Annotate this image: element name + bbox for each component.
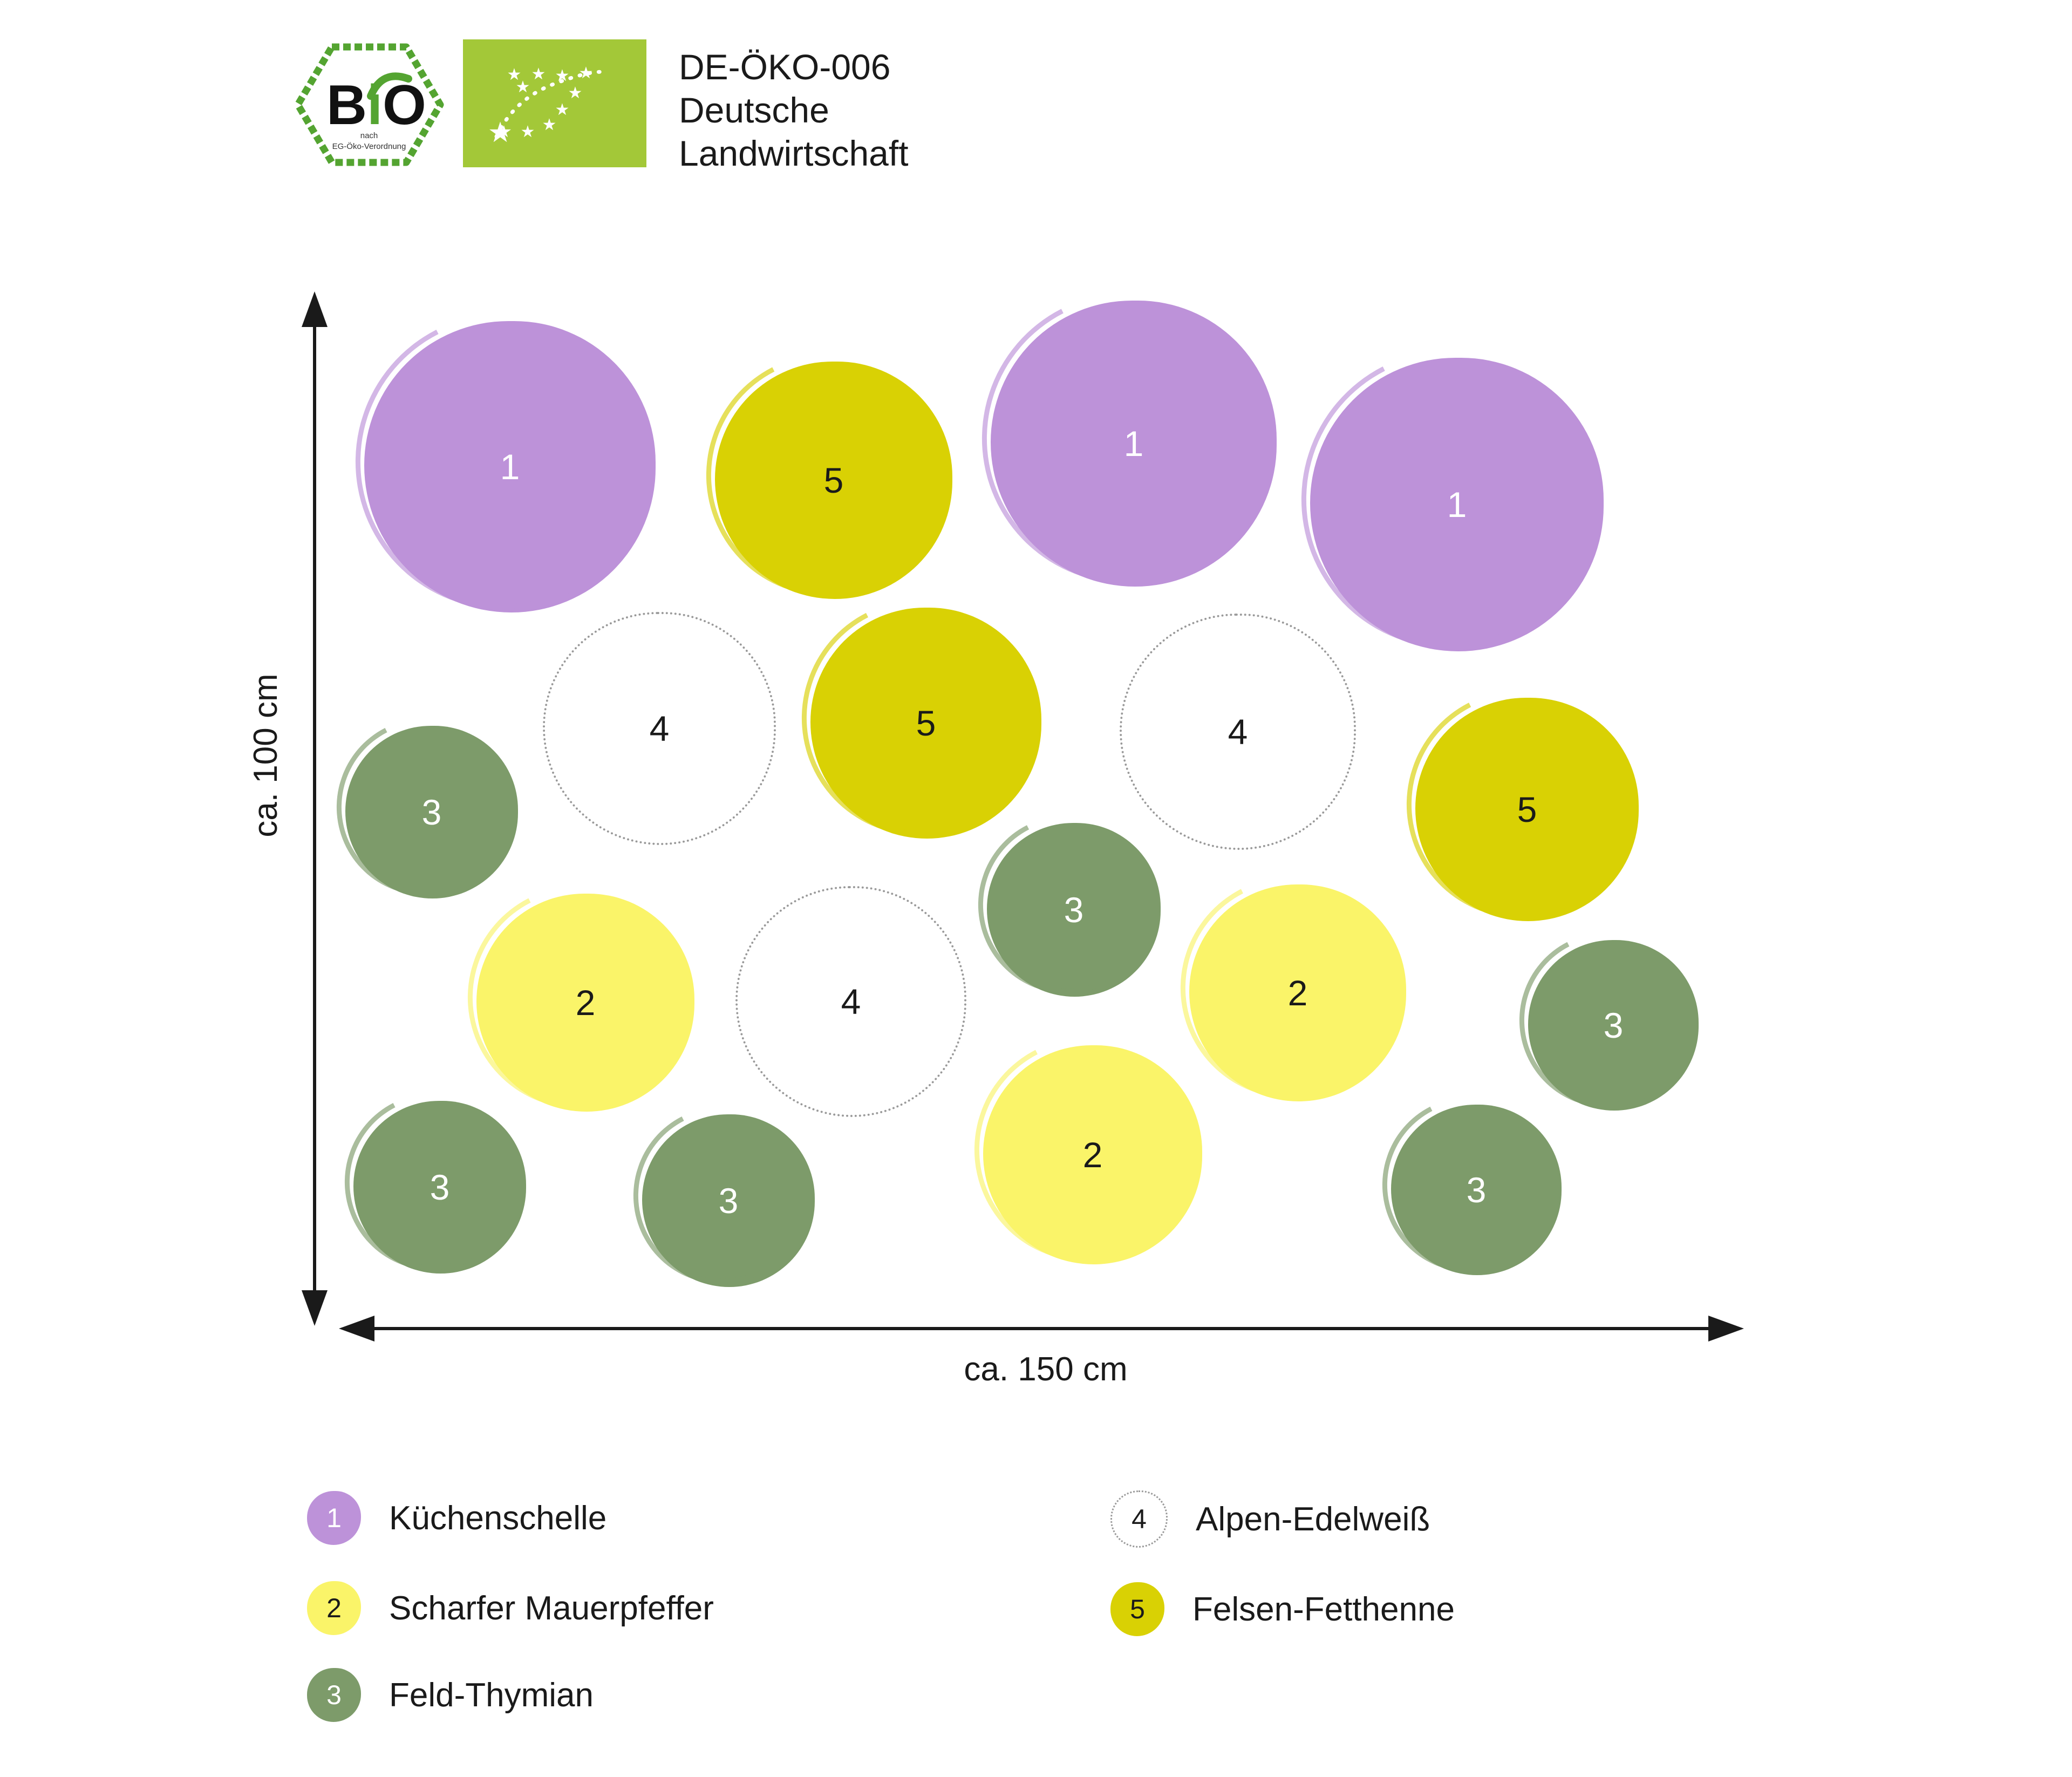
plant-circle-3: 3: [345, 726, 518, 898]
legend-label-5: Felsen-Fetthenne: [1192, 1590, 1455, 1628]
plant-circle-number: 4: [1228, 712, 1248, 752]
eu-leaf-star-icon: ★: [507, 65, 522, 84]
plant-circle-4: 4: [543, 612, 776, 845]
plant-circle-5: 5: [1415, 698, 1639, 921]
plant-circle-3: 3: [1391, 1105, 1562, 1275]
eu-leaf-star-icon: ★: [497, 122, 512, 141]
plant-circle-3: 3: [987, 823, 1161, 997]
plant-circle-3: 3: [353, 1101, 526, 1274]
bio-hexagon-icon: BiO nach EG-Öko-Verordnung: [294, 43, 444, 166]
eu-organic-leaf-logo: ★ ★ ★ ★ ★ ★ ★ ★ ★ ★ ★: [463, 39, 646, 167]
legend-item-feld-thymian: 3 Feld-Thymian: [307, 1668, 594, 1722]
eu-leaf-background: [463, 39, 646, 167]
eu-leaf-star-icon: ★: [579, 64, 594, 83]
eu-leaf-star-icon: ★: [521, 122, 535, 141]
legend-label-2: Scharfer Mauerpfeffer: [389, 1589, 714, 1627]
legend-marker-5: 5: [1110, 1582, 1164, 1636]
plant-circle-1: 1: [364, 321, 656, 612]
bio-seal-subtext-1: nach: [360, 131, 378, 140]
eu-leaf-star-icon: ★: [555, 66, 570, 85]
legend-item-felsen-fetthenne: 5 Felsen-Fetthenne: [1110, 1582, 1455, 1636]
bio-seal-subtext-2: EG-Öko-Verordnung: [332, 141, 406, 151]
plant-circle-3: 3: [642, 1114, 815, 1287]
legend-marker-1: 1: [307, 1491, 361, 1545]
plant-circle-2: 2: [983, 1045, 1202, 1264]
eu-leaf-star-icon: ★: [516, 78, 530, 97]
arrowhead-left-icon: [339, 1316, 374, 1342]
plant-circle-number: 4: [841, 982, 861, 1022]
plant-circle-3: 3: [1528, 940, 1699, 1111]
plant-circle-2: 2: [476, 894, 694, 1112]
arrowhead-right-icon: [1708, 1316, 1744, 1342]
height-dimension-label: ca. 100 cm: [247, 673, 284, 838]
bio-leaf-swoosh-icon: [367, 72, 412, 100]
legend-marker-4: 4: [1110, 1490, 1168, 1548]
arrowhead-up-icon: [302, 291, 328, 327]
legend-label-4: Alpen-Edelweiß: [1196, 1500, 1430, 1538]
legend-label-3: Feld-Thymian: [389, 1676, 594, 1714]
legend-item-kuechenschelle: 1 Küchenschelle: [307, 1491, 606, 1545]
plant-circle-4: 4: [1120, 614, 1356, 850]
plant-circle-1: 1: [991, 301, 1277, 587]
bio-seal-text: BiO: [326, 74, 426, 137]
arrowhead-down-icon: [302, 1290, 328, 1326]
plant-circle-number: 4: [649, 709, 670, 748]
legend-marker-3: 3: [307, 1668, 361, 1722]
legend-label-1: Küchenschelle: [389, 1499, 607, 1537]
legend-item-scharfer-mauerpfeffer: 2 Scharfer Mauerpfeffer: [307, 1581, 714, 1635]
width-dimension-label: ca. 150 cm: [964, 1351, 1128, 1388]
eu-leaf-star-icon: ★: [488, 117, 513, 149]
eu-organic-leaf-icon: ★★★ ★ ★ ★★★★★★: [463, 39, 646, 167]
eu-leaf-star-icon: ★: [531, 65, 546, 84]
certification-text: DE-ÖKO-006 Deutsche Landwirtschaft: [679, 47, 909, 173]
eu-leaf-star-icon: ★: [555, 100, 570, 119]
plant-circle-2: 2: [1189, 884, 1406, 1101]
bio-seal-logo: BiO nach EG-Öko-Verordnung: [294, 43, 444, 166]
legend-marker-2: 2: [307, 1581, 361, 1635]
eu-leaf-stars: ★★★ ★ ★ ★★★★★★: [488, 64, 594, 149]
eu-leaf-star-icon: ★: [542, 115, 557, 134]
plant-circle-1: 1: [1310, 358, 1604, 651]
legend-item-alpen-edelweiss: 4 Alpen-Edelweiß: [1110, 1490, 1430, 1548]
plant-circle-5: 5: [715, 362, 952, 599]
eu-leaf-star-icon: ★: [568, 84, 583, 103]
plant-circle-5: 5: [810, 608, 1041, 839]
plant-circle-4: 4: [735, 886, 966, 1117]
